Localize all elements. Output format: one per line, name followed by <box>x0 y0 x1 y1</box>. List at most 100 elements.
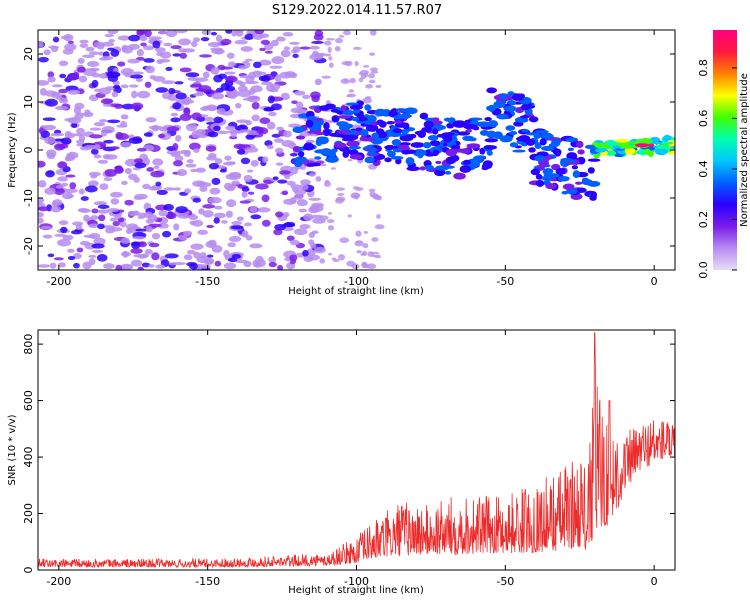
heatmap-cell <box>429 140 441 147</box>
heatmap-cell <box>197 264 211 269</box>
heatmap-cell <box>299 224 311 230</box>
heatmap-cell <box>273 228 283 236</box>
heatmap-cell <box>368 188 376 193</box>
heatmap-cell <box>231 253 242 259</box>
heatmap-cell <box>251 101 260 110</box>
heatmap-cell <box>276 126 284 131</box>
heatmap-cell <box>327 211 333 215</box>
heatmap-cell <box>435 165 449 171</box>
heatmap-cell <box>245 134 255 140</box>
heatmap-cell <box>73 252 82 260</box>
colorbar-tick-label: 0.6 <box>697 110 710 128</box>
heatmap-cell <box>132 236 146 240</box>
heatmap-cell <box>278 170 291 175</box>
heatmap-cell <box>214 158 223 165</box>
heatmap-cell <box>286 235 295 242</box>
heatmap-cell <box>38 217 44 224</box>
heatmap-cell <box>244 33 254 40</box>
heatmap-cell <box>330 167 337 170</box>
heatmap-cell <box>292 46 301 53</box>
heatmap-cell <box>64 43 77 52</box>
heatmap-cell <box>302 249 309 257</box>
heatmap-cell <box>270 103 283 111</box>
heatmap-cell <box>38 264 51 268</box>
heatmap-cell <box>85 46 95 52</box>
heatmap-cell <box>45 170 55 178</box>
heatmap-cell <box>154 47 166 53</box>
heatmap-cell <box>466 143 481 149</box>
heatmap-cell <box>223 250 230 258</box>
heatmap-cell <box>547 173 560 178</box>
heatmap-cell <box>404 149 417 155</box>
heatmap-cell <box>486 87 498 94</box>
heatmap-cell <box>334 37 344 44</box>
heatmap-cell <box>43 49 51 56</box>
heatmap-cell <box>364 96 372 100</box>
heatmap-cell <box>50 205 62 213</box>
heatmap-cell <box>192 219 204 227</box>
heatmap-cell <box>51 84 63 88</box>
heatmap-cell <box>303 255 314 262</box>
heatmap-cell <box>177 214 191 219</box>
heatmap-cell <box>359 136 369 142</box>
heatmap-cell <box>280 49 291 58</box>
heatmap-cell <box>130 259 143 267</box>
heatmap-cell <box>136 90 151 99</box>
heatmap-cell <box>131 90 138 99</box>
heatmap-cell <box>627 141 640 145</box>
colorbar-tick-label: 0.0 <box>697 261 710 279</box>
heatmap-cell <box>551 139 561 147</box>
heatmap-cell <box>654 147 668 156</box>
heatmap-cell <box>241 230 249 238</box>
heatmap-cell <box>390 156 404 160</box>
heatmap-cell <box>93 201 108 206</box>
heatmap-cell <box>67 40 74 44</box>
heatmap-cell <box>296 101 304 109</box>
heatmap-cell <box>189 263 199 270</box>
heatmap-cell <box>621 145 632 149</box>
heatmap-cell <box>325 38 335 41</box>
heatmap-cell <box>175 135 182 142</box>
heatmap-cell <box>128 34 141 42</box>
heatmap-cell <box>347 93 357 98</box>
heatmap-cell <box>228 92 237 99</box>
heatmap-cell <box>283 130 292 138</box>
heatmap-cell <box>211 244 223 253</box>
colorbar-gradient <box>713 30 737 270</box>
heatmap-cell <box>210 66 220 75</box>
colorbar-tick-label: 0.2 <box>697 211 710 229</box>
heatmap-cell <box>261 194 270 203</box>
snr-series-line <box>37 332 676 569</box>
heatmap-cell <box>199 54 212 58</box>
heatmap-cell <box>163 203 174 211</box>
heatmap-cell <box>258 75 267 82</box>
heatmap-cell <box>103 177 113 182</box>
heatmap-cell <box>170 112 179 117</box>
heatmap-cell <box>670 145 675 149</box>
heatmap-cell <box>186 159 194 164</box>
heatmap-cell <box>393 120 403 124</box>
heatmap-cell <box>235 30 244 37</box>
heatmap-cell <box>298 208 308 213</box>
heatmap-cell <box>240 46 253 52</box>
heatmap-cell <box>217 73 227 80</box>
heatmap-cell <box>459 165 472 173</box>
heatmap-cell <box>274 223 286 231</box>
heatmap-cell <box>349 104 363 110</box>
heatmap-cell <box>44 98 58 107</box>
heatmap-cell <box>336 129 351 134</box>
heatmap-cell <box>100 98 113 105</box>
heatmap-cell <box>103 139 114 144</box>
heatmap-cell <box>252 259 260 268</box>
heatmap-cell <box>209 90 219 94</box>
heatmap-cell <box>262 156 269 164</box>
heatmap-cell <box>331 115 340 123</box>
heatmap-cell <box>230 225 244 230</box>
heatmap-cell <box>419 166 427 171</box>
heatmap-cell <box>364 156 375 164</box>
heatmap-cell <box>79 39 89 44</box>
heatmap-cell <box>618 143 627 147</box>
heatmap-cell <box>256 207 271 213</box>
heatmap-cell <box>193 251 201 259</box>
heatmap-cell <box>151 252 160 261</box>
